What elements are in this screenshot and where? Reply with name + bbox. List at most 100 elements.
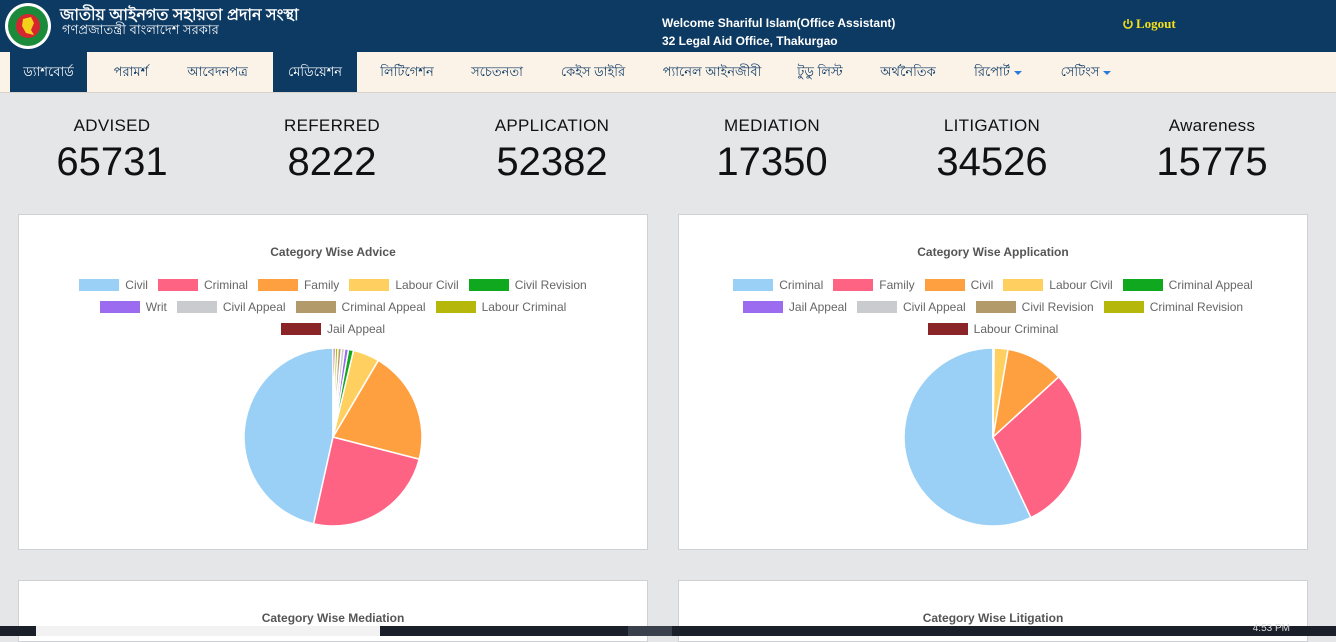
legend-swatch bbox=[976, 301, 1016, 313]
legend-swatch bbox=[296, 301, 336, 313]
legend-item[interactable]: Civil Revision bbox=[976, 300, 1094, 314]
nav-litigation[interactable]: লিটিগেশন bbox=[368, 52, 446, 92]
stat-application: APPLICATION 52382 bbox=[452, 116, 652, 185]
legend-item[interactable]: Labour Civil bbox=[349, 278, 458, 292]
legend-label: Civil Appeal bbox=[903, 300, 966, 314]
legend-swatch bbox=[177, 301, 217, 313]
nav-dashboard[interactable]: ড্যাশবোর্ড bbox=[10, 52, 87, 92]
stat-label: APPLICATION bbox=[452, 116, 652, 136]
stat-litigation: LITIGATION 34526 bbox=[892, 116, 1092, 185]
logout-button[interactable]: Logout bbox=[1122, 16, 1176, 32]
advice-chart-panel: Category Wise Advice Civil Criminal Fami… bbox=[18, 214, 648, 550]
chart-title: Category Wise Advice bbox=[19, 245, 647, 259]
taskbar-app-icon[interactable] bbox=[628, 626, 672, 636]
legend-swatch bbox=[158, 279, 198, 291]
nav-panel-lawyer[interactable]: প্যানেল আইনজীবী bbox=[650, 52, 774, 92]
stat-mediation: MEDIATION 17350 bbox=[672, 116, 872, 185]
nav-todo-list[interactable]: টুডু লিস্ট bbox=[784, 52, 856, 92]
chart-legend: Writ Civil Appeal Criminal Appeal Labour… bbox=[19, 300, 647, 314]
stat-referred: REFERRED 8222 bbox=[232, 116, 432, 185]
stat-label: Awareness bbox=[1112, 116, 1312, 136]
nav-label: অর্থনৈতিক bbox=[880, 64, 935, 79]
application-pie-chart bbox=[902, 346, 1084, 528]
nav-advice[interactable]: পরামর্শ bbox=[95, 52, 167, 92]
legend-item[interactable]: Civil Appeal bbox=[177, 300, 286, 314]
nav-finance[interactable]: অর্থনৈতিক bbox=[866, 52, 950, 92]
stat-value: 15775 bbox=[1112, 140, 1312, 185]
legend-label: Civil Revision bbox=[515, 278, 587, 292]
logout-label: Logout bbox=[1136, 16, 1176, 32]
legend-label: Criminal bbox=[779, 278, 823, 292]
legend-label: Jail Appeal bbox=[789, 300, 847, 314]
legend-swatch bbox=[436, 301, 476, 313]
chart-legend: Civil Criminal Family Labour Civil Civil… bbox=[19, 278, 647, 292]
nav-report[interactable]: রিপোর্ট bbox=[960, 52, 1036, 92]
legend-item[interactable]: Jail Appeal bbox=[281, 322, 385, 336]
legend-label: Criminal Appeal bbox=[342, 300, 426, 314]
stat-advised: ADVISED 65731 bbox=[12, 116, 212, 185]
legend-item[interactable]: Criminal bbox=[158, 278, 248, 292]
stat-value: 34526 bbox=[892, 140, 1092, 185]
legend-item[interactable]: Labour Civil bbox=[1003, 278, 1112, 292]
legend-item[interactable]: Writ bbox=[100, 300, 167, 314]
legend-item[interactable]: Civil Appeal bbox=[857, 300, 966, 314]
legend-item[interactable]: Jail Appeal bbox=[743, 300, 847, 314]
legend-item[interactable]: Criminal Appeal bbox=[296, 300, 426, 314]
chart-title: Category Wise Application bbox=[679, 245, 1307, 259]
chart-legend: Labour Criminal bbox=[679, 322, 1307, 336]
legend-swatch bbox=[100, 301, 140, 313]
app-header: জাতীয় আইনগত সহায়তা প্রদান সংস্থা গণপ্র… bbox=[0, 0, 1336, 52]
stat-value: 52382 bbox=[452, 140, 652, 185]
legend-item[interactable]: Criminal bbox=[733, 278, 823, 292]
legend-swatch bbox=[349, 279, 389, 291]
chevron-down-icon bbox=[1103, 71, 1111, 75]
legend-label: Writ bbox=[146, 300, 167, 314]
nav-label: টুডু লিস্ট bbox=[797, 64, 842, 79]
legend-swatch bbox=[469, 279, 509, 291]
legend-swatch bbox=[733, 279, 773, 291]
chart-title: Category Wise Mediation bbox=[19, 611, 647, 625]
nav-application[interactable]: আবেদনপত্র bbox=[175, 52, 260, 92]
chart-legend: Jail Appeal Civil Appeal Civil Revision … bbox=[679, 300, 1307, 314]
legend-item[interactable]: Civil Revision bbox=[469, 278, 587, 292]
nav-label: প্যানেল আইনজীবী bbox=[663, 64, 762, 79]
nav-settings[interactable]: সেটিংস bbox=[1048, 52, 1124, 92]
chevron-down-icon bbox=[1014, 71, 1022, 75]
stat-awareness: Awareness 15775 bbox=[1112, 116, 1312, 185]
legend-item[interactable]: Criminal Appeal bbox=[1123, 278, 1253, 292]
stat-label: REFERRED bbox=[232, 116, 432, 136]
legend-item[interactable]: Civil bbox=[925, 278, 994, 292]
legend-swatch bbox=[857, 301, 897, 313]
government-seal-icon bbox=[4, 2, 52, 50]
legend-label: Criminal Appeal bbox=[1169, 278, 1253, 292]
legend-label: Labour Criminal bbox=[482, 300, 567, 314]
chart-legend: Jail Appeal bbox=[19, 322, 647, 336]
taskbar-clock: 4:53 PM bbox=[1253, 623, 1290, 634]
legend-item[interactable]: Family bbox=[258, 278, 339, 292]
legend-swatch bbox=[928, 323, 968, 335]
legend-item[interactable]: Labour Criminal bbox=[436, 300, 567, 314]
nav-label: লিটিগেশন bbox=[380, 64, 433, 79]
nav-label: মেডিয়েশন bbox=[288, 64, 342, 79]
legend-label: Family bbox=[879, 278, 914, 292]
legend-label: Criminal bbox=[204, 278, 248, 292]
legend-label: Civil bbox=[971, 278, 994, 292]
stat-label: ADVISED bbox=[12, 116, 212, 136]
legend-swatch bbox=[1123, 279, 1163, 291]
stat-label: LITIGATION bbox=[892, 116, 1092, 136]
legend-label: Civil Revision bbox=[1022, 300, 1094, 314]
legend-label: Labour Civil bbox=[395, 278, 458, 292]
legend-swatch bbox=[743, 301, 783, 313]
nav-awareness[interactable]: সচেতনতা bbox=[458, 52, 536, 92]
legend-item[interactable]: Civil bbox=[79, 278, 148, 292]
stat-value: 65731 bbox=[12, 140, 212, 185]
legend-label: Family bbox=[304, 278, 339, 292]
taskbar-search-box[interactable] bbox=[36, 626, 380, 636]
nav-case-diary[interactable]: কেইস ডাইরি bbox=[550, 52, 636, 92]
legend-label: Jail Appeal bbox=[327, 322, 385, 336]
legend-item[interactable]: Criminal Revision bbox=[1104, 300, 1243, 314]
legend-item[interactable]: Family bbox=[833, 278, 914, 292]
nav-mediation[interactable]: মেডিয়েশন bbox=[273, 52, 357, 92]
advice-pie-chart bbox=[242, 346, 424, 528]
legend-item[interactable]: Labour Criminal bbox=[928, 322, 1059, 336]
